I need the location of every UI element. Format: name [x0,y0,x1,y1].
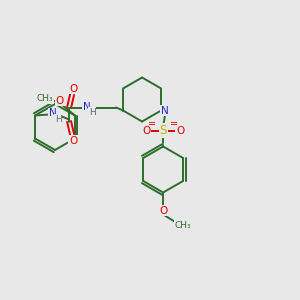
Text: CH₃: CH₃ [37,94,53,103]
Text: O: O [159,206,167,215]
Text: O: O [176,125,184,136]
Text: O: O [69,83,77,94]
Text: N: N [49,109,57,118]
Text: S: S [159,124,167,137]
Text: N: N [83,101,91,112]
Text: H: H [89,108,95,117]
Text: =: = [170,119,178,130]
Text: O: O [69,136,77,146]
Text: =: = [148,119,156,130]
Text: CH₃: CH₃ [175,221,191,230]
Text: O: O [56,95,64,106]
Text: H: H [55,115,62,124]
Text: O: O [142,125,150,136]
Text: N: N [161,106,169,116]
